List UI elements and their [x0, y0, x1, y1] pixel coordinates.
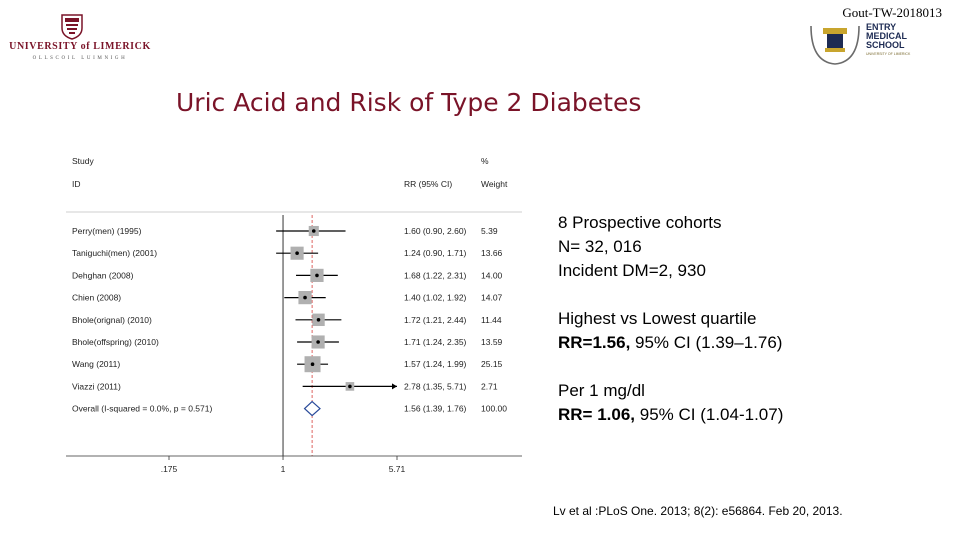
study-point [316, 318, 321, 322]
study-label: Chien (2008) [72, 293, 121, 303]
study-label: Viazzi (2011) [72, 381, 121, 391]
study-point [348, 384, 352, 389]
university-subtitle: OLLSCOIL LUIMNIGH [32, 56, 128, 61]
slide-title: Uric Acid and Risk of Type 2 Diabetes [176, 88, 642, 117]
study-weight-text: 25.15 [481, 359, 503, 369]
per-mg-ci: 95% CI (1.04-1.07) [635, 405, 784, 424]
quartile-summary: Highest vs Lowest quartile RR=1.56, 95% … [558, 307, 782, 355]
header-percent: % [481, 156, 489, 166]
study-ci-text: 1.40 (1.02, 1.92) [404, 293, 467, 303]
study-point [295, 251, 299, 255]
per-mg-rr: RR= 1.06, [558, 405, 636, 424]
school-line-3: SCHOOL [866, 40, 905, 50]
study-point [303, 295, 307, 300]
study-label: Wang (2011) [72, 359, 120, 369]
cohort-summary: 8 Prospective cohorts N= 32, 016 Inciden… [558, 211, 721, 283]
quartile-rr: RR=1.56, [558, 333, 631, 352]
university-name: UNIVERSITY of LIMERICK [9, 41, 151, 52]
forest-rows: Perry(men) (1995) 1.60 (0.90, 2.60) 5.39 Ta… [72, 215, 507, 456]
citation: Lv et al :PLoS One. 2013; 8(2): e56864. … [553, 504, 843, 518]
study-weight-text: 11.44 [481, 315, 502, 325]
study-point [311, 229, 316, 233]
x-tick-label: 1 [281, 464, 286, 474]
study-weight-text: 2.71 [481, 381, 498, 391]
per-mg-result: RR= 1.06, 95% CI (1.04-1.07) [558, 403, 783, 427]
study-ci-text: 1.68 (1.22, 2.31) [404, 270, 467, 280]
medical-school-name: ENTRY MEDICAL SCHOOL [866, 23, 907, 50]
study-weight-text: 5.39 [481, 226, 498, 236]
study-ci-arrow [392, 383, 397, 390]
study-label: Bhole(offspring) (2010) [72, 337, 159, 347]
header-rr-ci: RR (95% CI) [404, 179, 452, 189]
study-label: Bhole(orignal) (2010) [72, 315, 152, 325]
study-weight-text: 13.59 [481, 337, 503, 347]
quartile-heading: Highest vs Lowest quartile [558, 309, 757, 328]
cohort-count: 8 Prospective cohorts [558, 213, 722, 232]
quartile-result: RR=1.56, 95% CI (1.39–1.76) [558, 331, 782, 355]
study-point [315, 273, 319, 278]
study-ci-text: 2.78 (1.35, 5.71) [404, 381, 467, 391]
study-weight-text: 13.66 [481, 248, 503, 258]
study-label: Dehghan (2008) [72, 270, 134, 280]
study-ci-text: 1.72 (1.21, 2.44) [404, 315, 467, 325]
study-point [310, 362, 315, 366]
study-ci-text: 1.71 (1.24, 2.35) [404, 337, 467, 347]
x-ticks: .175 1 5.71 [161, 456, 406, 474]
x-tick-label: .175 [161, 464, 178, 474]
school-line-2: MEDICAL [866, 31, 907, 41]
quartile-ci: 95% CI (1.39–1.76) [630, 333, 783, 352]
incident-dm-count: Incident DM=2, 930 [558, 261, 706, 280]
participant-count: N= 32, 016 [558, 237, 642, 256]
per-mg-summary: Per 1 mg/dl RR= 1.06, 95% CI (1.04-1.07) [558, 379, 783, 427]
overall-weight-text: 100.00 [481, 404, 507, 414]
study-weight-text: 14.00 [481, 270, 503, 280]
study-point [316, 340, 320, 344]
medical-school-crest-icon [810, 25, 860, 65]
study-label: Perry(men) (1995) [72, 226, 142, 236]
university-crest-icon [61, 14, 83, 40]
forest-plot: Study % ID RR (95% CI) Weight Perry(men)… [66, 156, 522, 474]
study-ci-text: 1.60 (0.90, 2.60) [404, 226, 467, 236]
university-logo: UNIVERSITY of LIMERICK OLLSCOIL LUIMNIGH [0, 10, 160, 70]
school-line-1: ENTRY [866, 22, 897, 32]
study-label: Taniguchi(men) (2001) [72, 248, 157, 258]
study-ci-text: 1.57 (1.24, 1.99) [404, 359, 467, 369]
overall-diamond [303, 400, 321, 417]
medical-school-logo: ENTRY MEDICAL SCHOOL UNIVERSITY OF LIMER… [803, 22, 953, 72]
x-tick-label: 5.71 [389, 464, 406, 474]
header-weight: Weight [481, 179, 508, 189]
header-id: ID [72, 179, 81, 189]
medical-school-subtitle: UNIVERSITY OF LIMERICK [866, 52, 911, 56]
per-mg-heading: Per 1 mg/dl [558, 381, 645, 400]
header-study: Study [72, 156, 94, 166]
overall-ci-text: 1.56 (1.39, 1.76) [404, 404, 467, 414]
document-code: Gout-TW-2018013 [842, 5, 942, 20]
overall-label: Overall (I-squared = 0.0%, p = 0.571) [72, 404, 212, 414]
study-ci-text: 1.24 (0.90, 1.71) [404, 248, 467, 258]
study-weight-text: 14.07 [481, 293, 503, 303]
